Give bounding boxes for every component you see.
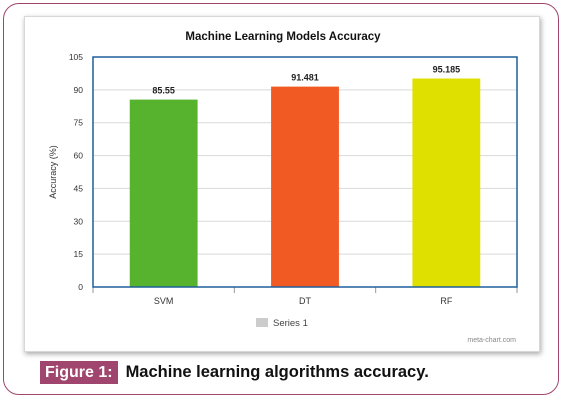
y-axis-label: Accuracy (%) xyxy=(48,145,58,199)
legend-swatch-series-1 xyxy=(256,318,268,327)
x-tick-label-svm: SVM xyxy=(154,296,174,306)
y-tick-label: 15 xyxy=(74,249,84,259)
y-tick-label: 90 xyxy=(74,85,84,95)
x-tick-label-dt: DT xyxy=(299,296,311,306)
y-tick-label: 30 xyxy=(74,216,84,226)
data-label-svm: 85.55 xyxy=(152,86,175,96)
legend: Series 1 xyxy=(256,318,308,329)
bar-rf[interactable] xyxy=(412,78,481,287)
figure-caption-text: Machine learning algorithms accuracy. xyxy=(125,362,429,381)
y-tick-label: 45 xyxy=(74,183,84,193)
y-tick-label: 105 xyxy=(69,52,83,62)
bar-svm[interactable] xyxy=(129,99,198,287)
data-label-rf: 95.185 xyxy=(433,64,461,74)
legend-label-series-1: Series 1 xyxy=(273,318,308,329)
x-tick-label-rf: RF xyxy=(440,296,452,306)
chart-title: Machine Learning Models Accuracy xyxy=(185,31,381,43)
plot-area-border xyxy=(92,56,518,288)
data-label-dt: 91.481 xyxy=(291,73,319,83)
y-tick-label: 75 xyxy=(74,118,84,128)
figure-caption: Figure 1: Machine learning algorithms ac… xyxy=(40,360,429,384)
figure-label: Figure 1: xyxy=(40,360,118,384)
y-tick-label: 0 xyxy=(78,282,83,292)
watermark: meta-chart.com xyxy=(467,337,516,344)
figure-frame xyxy=(3,3,559,395)
bar-dt[interactable] xyxy=(271,86,339,288)
y-tick-label: 60 xyxy=(74,151,84,161)
